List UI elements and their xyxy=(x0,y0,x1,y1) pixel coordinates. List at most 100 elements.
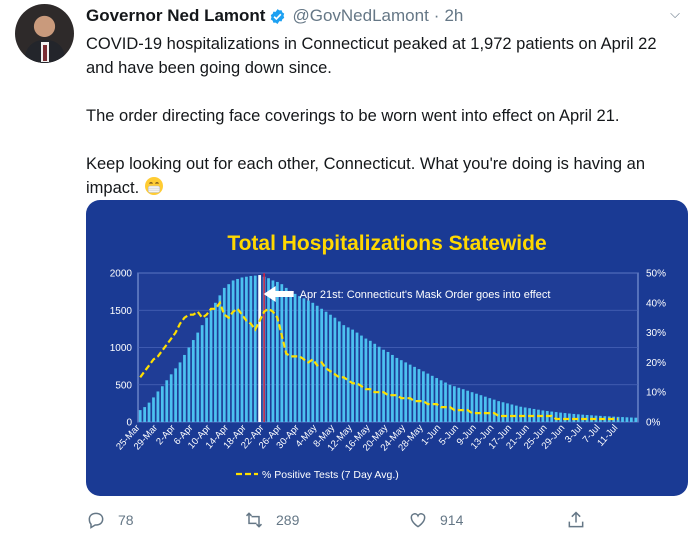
bar xyxy=(249,275,253,422)
bar xyxy=(276,281,279,422)
tweet-image-chart[interactable]: Total Hospitalizations Statewide 0 500 100… xyxy=(86,200,688,496)
bar xyxy=(351,329,354,422)
bar xyxy=(413,366,416,422)
bar xyxy=(280,284,284,422)
share-button[interactable] xyxy=(566,510,598,530)
bar xyxy=(178,362,182,422)
bar xyxy=(174,368,177,422)
bar xyxy=(439,380,443,422)
like-count: 914 xyxy=(440,512,464,528)
bar xyxy=(550,411,554,422)
face-with-medical-mask-icon xyxy=(144,177,163,195)
bar xyxy=(342,325,346,422)
y-tick-left: 1500 xyxy=(110,306,133,317)
tweet-timestamp[interactable]: 2h xyxy=(444,6,464,25)
bar xyxy=(492,399,496,422)
bar xyxy=(324,311,328,422)
share-icon xyxy=(568,511,584,528)
bar xyxy=(373,343,377,422)
bar xyxy=(399,360,403,422)
bar xyxy=(271,280,275,422)
tweet-paragraph: COVID-19 hospitalizations in Connecticut… xyxy=(86,35,657,77)
bar xyxy=(156,391,160,422)
legend-label: % Positive Tests (7 Day Avg.) xyxy=(262,469,399,481)
y-tick-right: 40% xyxy=(646,298,666,309)
bar xyxy=(191,340,195,422)
bar xyxy=(240,277,244,422)
bar xyxy=(417,369,421,422)
bar xyxy=(368,340,372,422)
bar xyxy=(293,293,297,422)
bar xyxy=(311,302,315,422)
bar xyxy=(382,349,385,422)
y-tick-left: 500 xyxy=(115,380,132,391)
x-tick: 11-Jul xyxy=(595,423,620,449)
bar xyxy=(152,397,155,422)
like-button[interactable]: 914 xyxy=(408,510,463,530)
x-tick: 2-Apr xyxy=(154,423,178,448)
separator-dot: · xyxy=(433,6,440,25)
bar xyxy=(218,295,222,422)
retweet-count: 289 xyxy=(276,512,300,528)
bar xyxy=(422,371,425,422)
bar xyxy=(329,314,332,422)
bar xyxy=(143,407,147,422)
positive-rate-line xyxy=(139,300,619,421)
bar xyxy=(236,278,239,422)
heart-icon xyxy=(410,513,426,528)
bar xyxy=(625,417,629,422)
bar xyxy=(475,393,478,422)
bar xyxy=(200,325,204,422)
tweet-paragraph: Keep looking out for each other, Connect… xyxy=(86,152,686,200)
bar xyxy=(514,405,518,422)
bar xyxy=(404,362,408,422)
author-handle[interactable]: @GovNedLamont xyxy=(292,6,429,25)
reply-icon xyxy=(88,512,104,529)
bar xyxy=(391,354,394,422)
author-avatar[interactable] xyxy=(15,4,74,63)
bar xyxy=(183,354,186,422)
retweet-button[interactable]: 289 xyxy=(244,510,299,530)
bar xyxy=(395,357,399,422)
bar xyxy=(169,374,173,422)
bar xyxy=(629,417,633,422)
bar xyxy=(523,407,527,422)
bar xyxy=(457,387,461,422)
bar xyxy=(559,412,562,422)
author-name[interactable]: Governor Ned Lamont xyxy=(86,6,266,25)
retweet-icon xyxy=(245,512,263,528)
bar xyxy=(386,351,390,422)
hospitalizations-chart: Total Hospitalizations Statewide 0 500 100… xyxy=(110,232,666,481)
bar xyxy=(298,296,301,422)
bar xyxy=(209,310,213,422)
bar xyxy=(466,390,470,422)
bar xyxy=(355,332,359,422)
y-tick-left: 1000 xyxy=(110,343,133,354)
bar xyxy=(448,384,452,422)
bar xyxy=(510,404,514,422)
tweet-header: Governor Ned Lamont @GovNedLamont · 2h ⌵ xyxy=(86,5,680,27)
bar xyxy=(284,287,288,422)
annotation-arrow xyxy=(263,286,294,302)
mask-order-bar xyxy=(258,275,262,422)
bar xyxy=(289,290,293,422)
bar xyxy=(506,403,509,422)
bar xyxy=(147,402,151,422)
bar xyxy=(634,417,638,422)
bar xyxy=(346,327,350,422)
bar xyxy=(253,275,257,422)
bar xyxy=(497,401,500,422)
chevron-down-icon[interactable]: ⌵ xyxy=(670,6,680,21)
bar xyxy=(165,380,169,422)
chart-title: Total Hospitalizations Statewide xyxy=(227,232,546,255)
bar xyxy=(231,280,235,422)
reply-count: 78 xyxy=(118,512,134,528)
bar xyxy=(568,413,571,422)
annotation-text: Apr 21st: Connecticut's Mask Order goes … xyxy=(300,289,551,301)
bar xyxy=(563,413,567,422)
bar xyxy=(470,392,474,422)
reply-button[interactable]: 78 xyxy=(86,510,134,530)
bar xyxy=(364,338,368,422)
bar xyxy=(479,395,483,422)
bar xyxy=(138,410,142,422)
